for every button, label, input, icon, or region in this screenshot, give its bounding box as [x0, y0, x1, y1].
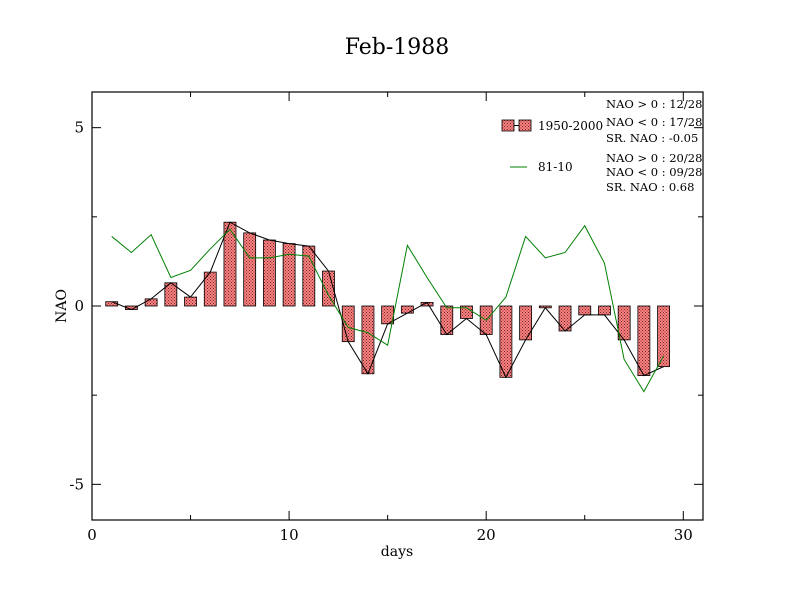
bar-day-21: [499, 305, 513, 378]
bar-day-3: [144, 298, 158, 307]
legend-bar-swatch-1: [501, 119, 515, 132]
bars-layer: [105, 221, 670, 378]
x-tick-label-10: 10: [280, 526, 299, 544]
bar-day-26: [598, 305, 611, 316]
bar-day-11: [302, 245, 316, 307]
bar-day-28: [637, 305, 651, 376]
stat-1950-neg: NAO < 0 : 17/28: [606, 115, 702, 129]
legend: 1950-2000 81-10: [501, 119, 603, 174]
x-tick-label-20: 20: [477, 526, 496, 544]
series-81-10-line: [111, 224, 665, 393]
bar-day-22: [519, 305, 533, 341]
stat-8110-neg: NAO < 0 : 09/28: [606, 165, 702, 179]
legend-bar-swatch-2: [518, 119, 532, 132]
legend-label-series-2: 81-10: [538, 160, 573, 174]
lines-layer: [111, 221, 665, 393]
bar-day-16: [400, 305, 414, 314]
x-tick-label-0: 0: [87, 526, 97, 544]
stat-1950-sr: SR. NAO : -0.05: [606, 131, 698, 145]
x-tick-label-30: 30: [674, 526, 693, 544]
bar-day-13: [341, 305, 355, 343]
y-tick-label-5: 5: [74, 119, 84, 137]
stat-1950-pos: NAO > 0 : 12/28: [606, 97, 702, 111]
stat-8110-pos: NAO > 0 : 20/28: [606, 151, 702, 165]
bar-day-5: [184, 296, 197, 307]
bar-day-25: [578, 305, 592, 316]
stat-8110-sr: SR. NAO : 0.68: [606, 180, 694, 194]
y-tick-label-0: 0: [74, 297, 84, 315]
y-tick-label--5: -5: [69, 475, 84, 493]
bar-day-29: [657, 305, 670, 368]
ticks-layer: 0 10 20 30 -5 0 5: [69, 92, 703, 544]
bar-day-8: [243, 232, 257, 307]
bar-day-12: [322, 270, 335, 307]
y-axis-label: NAO: [54, 289, 70, 323]
chart-title: Feb-1988: [345, 35, 450, 60]
bar-day-9: [262, 239, 276, 307]
series-1950-2000-line: [111, 221, 664, 379]
bar-day-10: [282, 243, 296, 307]
stats-block: NAO > 0 : 12/28 NAO < 0 : 17/28 SR. NAO …: [606, 97, 702, 194]
bar-day-18: [440, 305, 454, 335]
legend-label-series-1: 1950-2000: [538, 119, 603, 133]
x-axis-label: days: [381, 544, 413, 560]
